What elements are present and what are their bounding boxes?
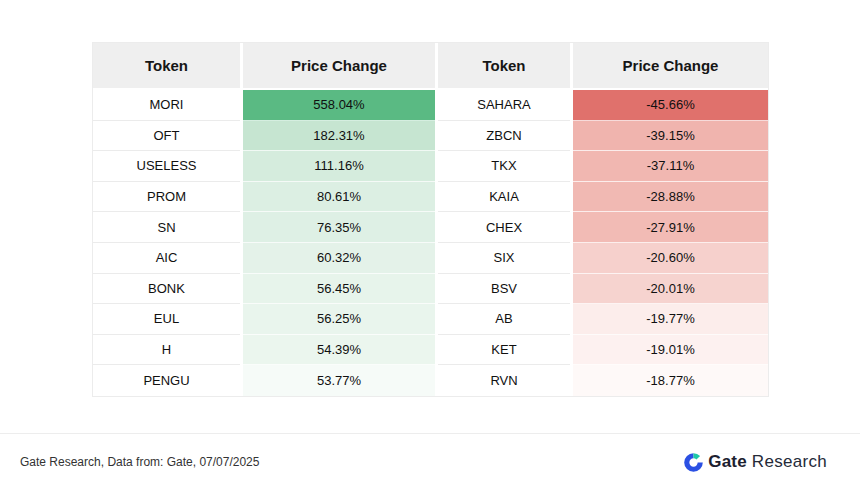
logo-suffix-text: Research (752, 452, 827, 472)
loser-change: -19.77% (573, 304, 768, 335)
loser-token: SIX (438, 243, 570, 274)
gainer-token: SN (93, 212, 240, 243)
footer: Gate Research, Data from: Gate, 07/07/20… (20, 447, 827, 477)
loser-token: BSV (438, 274, 570, 305)
loser-token: KET (438, 335, 570, 366)
loser-change: -45.66% (573, 90, 768, 121)
gate-research-logo: Gate Research (684, 452, 827, 472)
table-row: MORI 558.04% SAHARA -45.66% (93, 90, 768, 121)
loser-token: ZBCN (438, 121, 570, 152)
gate-logo-icon (684, 453, 703, 472)
loser-token: TKX (438, 151, 570, 182)
gainer-token: H (93, 335, 240, 366)
gainer-change: 60.32% (243, 243, 435, 274)
gainer-change: 56.25% (243, 304, 435, 335)
loser-change: -19.01% (573, 335, 768, 366)
header-price-change-losers: Price Change (573, 43, 768, 90)
header-token-losers: Token (438, 43, 570, 90)
gainer-token: BONK (93, 274, 240, 305)
table-row: SN 76.35% CHEX -27.91% (93, 212, 768, 243)
loser-token: RVN (438, 365, 570, 396)
table-row: AIC 60.32% SIX -20.60% (93, 243, 768, 274)
source-attribution: Gate Research, Data from: Gate, 07/07/20… (20, 455, 259, 469)
gainer-change: 182.31% (243, 121, 435, 152)
loser-token: KAIA (438, 182, 570, 213)
header-price-change-gainers: Price Change (243, 43, 435, 90)
loser-token: SAHARA (438, 90, 570, 121)
table-row: OFT 182.31% ZBCN -39.15% (93, 121, 768, 152)
gainer-token: PENGU (93, 365, 240, 396)
loser-change: -28.88% (573, 182, 768, 213)
table-header-row: Token Price Change Token Price Change (93, 43, 768, 90)
table-row: H 54.39% KET -19.01% (93, 335, 768, 366)
footer-divider (0, 433, 860, 434)
loser-change: -27.91% (573, 212, 768, 243)
table-row: PENGU 53.77% RVN -18.77% (93, 365, 768, 396)
gainer-token: AIC (93, 243, 240, 274)
loser-change: -18.77% (573, 365, 768, 396)
gainer-token: MORI (93, 90, 240, 121)
gainer-token: OFT (93, 121, 240, 152)
gainer-token: USELESS (93, 151, 240, 182)
gainer-token: PROM (93, 182, 240, 213)
loser-change: -20.01% (573, 274, 768, 305)
gainer-change: 56.45% (243, 274, 435, 305)
loser-change: -37.11% (573, 151, 768, 182)
header-token-gainers: Token (93, 43, 240, 90)
table-row: PROM 80.61% KAIA -28.88% (93, 182, 768, 213)
loser-change: -20.60% (573, 243, 768, 274)
gainer-change: 558.04% (243, 90, 435, 121)
loser-token: AB (438, 304, 570, 335)
price-change-table: Token Price Change Token Price Change MO… (92, 42, 769, 397)
logo-brand-text: Gate (708, 452, 747, 472)
gainer-token: EUL (93, 304, 240, 335)
table-row: EUL 56.25% AB -19.77% (93, 304, 768, 335)
gainer-change: 80.61% (243, 182, 435, 213)
gainer-change: 54.39% (243, 335, 435, 366)
gainer-change: 53.77% (243, 365, 435, 396)
report-page: Token Price Change Token Price Change MO… (0, 0, 860, 487)
table-row: BONK 56.45% BSV -20.01% (93, 274, 768, 305)
loser-change: -39.15% (573, 121, 768, 152)
gainer-change: 111.16% (243, 151, 435, 182)
table-row: USELESS 111.16% TKX -37.11% (93, 151, 768, 182)
loser-token: CHEX (438, 212, 570, 243)
gainer-change: 76.35% (243, 212, 435, 243)
